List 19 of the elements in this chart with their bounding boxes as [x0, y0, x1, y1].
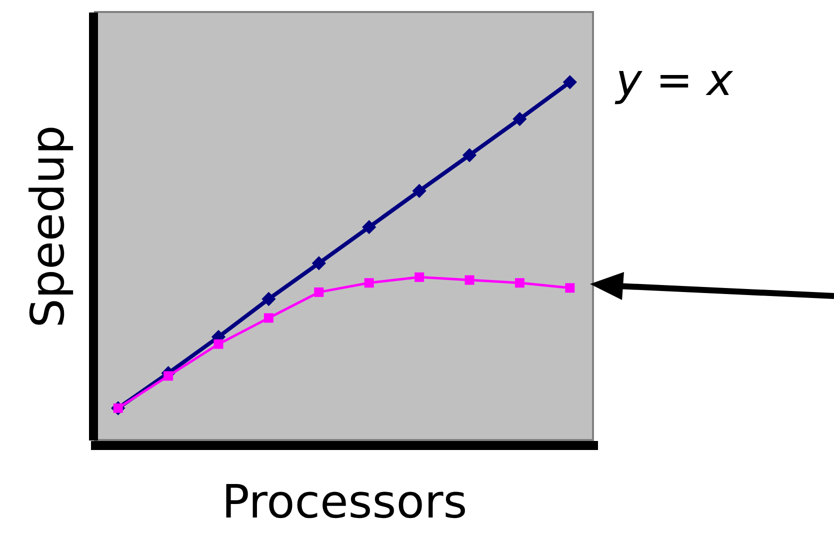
point: [462, 148, 477, 162]
point: [512, 112, 527, 126]
point: [362, 220, 376, 234]
y-axis-title: Speedup: [20, 125, 74, 328]
point: [565, 283, 575, 293]
point: [514, 278, 524, 288]
point: [562, 75, 577, 90]
point: [364, 278, 374, 288]
point: [262, 292, 276, 306]
point: [312, 256, 326, 270]
series-label: y = x: [614, 55, 734, 106]
point: [164, 371, 174, 381]
point: [414, 272, 424, 282]
point: [314, 287, 324, 297]
point: [264, 313, 274, 323]
point: [412, 184, 426, 198]
x-axis-title: Processors: [222, 474, 468, 528]
point: [214, 339, 224, 349]
point: [464, 275, 474, 285]
